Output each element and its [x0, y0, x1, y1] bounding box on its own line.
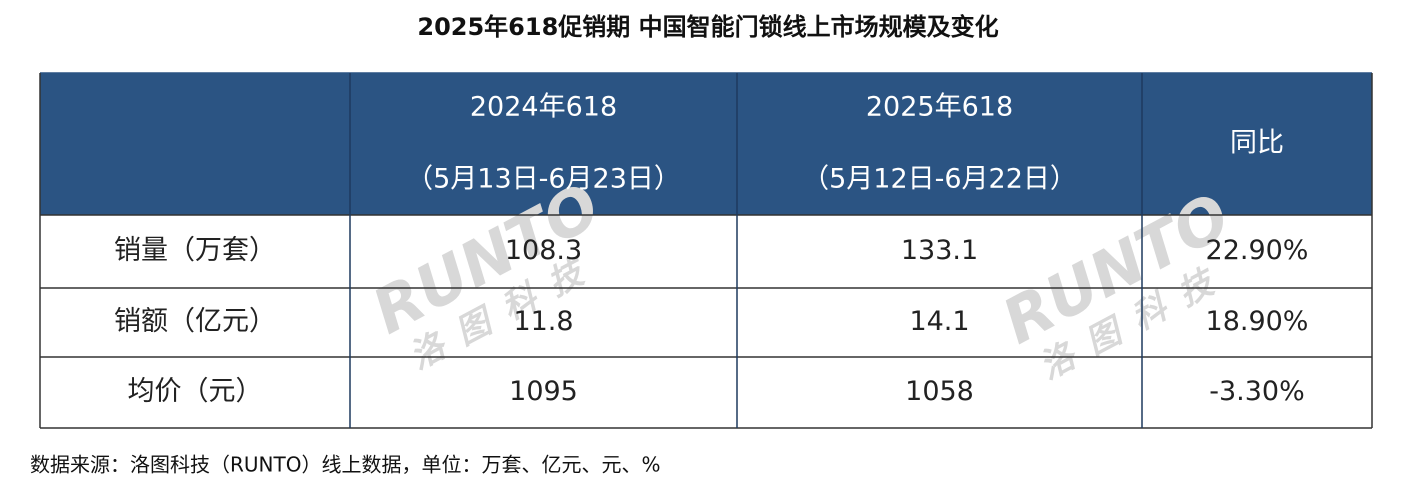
- column-header: 2025年618: [866, 92, 1013, 123]
- title: 2025年618促销期 中国智能门锁线上市场规模及变化: [417, 13, 998, 41]
- column-header: 2024年618: [470, 92, 617, 123]
- cell-value: 1095: [509, 376, 578, 407]
- row-label: 均价（元）: [128, 376, 263, 407]
- cell-value: 133.1: [901, 235, 978, 266]
- row-label: 销额（亿元）: [114, 306, 276, 337]
- column-header: 同比: [1230, 128, 1284, 159]
- cell-value: 11.8: [513, 306, 573, 337]
- cell-value: 18.90%: [1206, 306, 1309, 337]
- column-header: （5月12日-6月22日）: [802, 164, 1077, 195]
- cell-value: 14.1: [909, 306, 969, 337]
- cell-value: -3.30%: [1209, 376, 1305, 407]
- cell-value: 22.90%: [1206, 235, 1309, 266]
- column-header: （5月13日-6月23日）: [406, 164, 681, 195]
- cell-value: 1058: [905, 376, 974, 407]
- row-label: 销量（万套）: [114, 235, 276, 266]
- source-note: 数据来源：洛图科技（RUNTO）线上数据，单位：万套、亿元、元、%: [30, 453, 660, 477]
- header-background: [40, 73, 1372, 215]
- cell-value: 108.3: [505, 235, 582, 266]
